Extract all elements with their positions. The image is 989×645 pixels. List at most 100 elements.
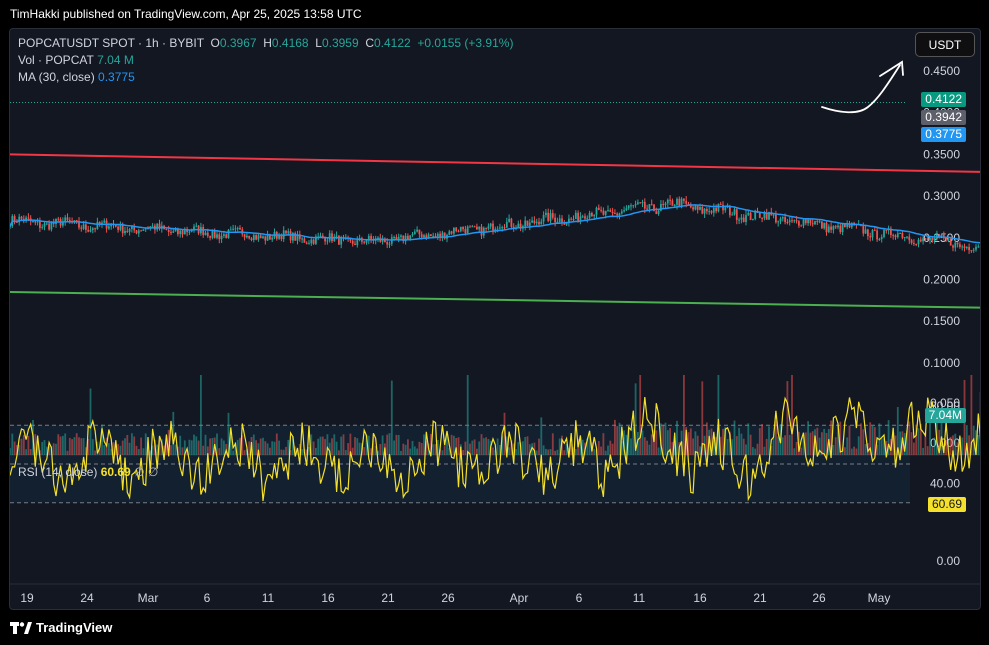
- volume-bar: [298, 443, 301, 455]
- volume-bar: [75, 433, 78, 455]
- volume-bar: [540, 417, 543, 455]
- candle: [103, 220, 106, 223]
- candle: [581, 216, 584, 218]
- candle: [505, 221, 508, 228]
- volume-bar: [377, 450, 379, 455]
- candle: [570, 218, 573, 220]
- volume-bar: [71, 439, 73, 455]
- candle: [156, 223, 159, 230]
- volume-bar: [899, 431, 901, 455]
- volume-bar: [547, 449, 550, 455]
- volume-bar: [29, 449, 32, 455]
- volume-bar: [393, 440, 395, 455]
- volume-bar: [469, 443, 471, 455]
- volume-bar: [618, 422, 621, 455]
- volume-bar: [232, 450, 234, 455]
- volume-bar: [735, 436, 738, 455]
- volume-bar: [620, 441, 623, 455]
- candle: [388, 243, 391, 245]
- volume-bar: [894, 435, 897, 455]
- volume-bar: [959, 437, 961, 455]
- candle: [50, 222, 53, 230]
- volume-bar: [788, 434, 791, 455]
- candle: [850, 222, 853, 228]
- volume-bar: [400, 450, 402, 455]
- candle: [565, 222, 568, 225]
- time-tick-label: 11: [633, 591, 646, 605]
- candle: [588, 212, 591, 218]
- candle: [167, 229, 170, 232]
- candle: [377, 237, 379, 239]
- volume-bar: [294, 446, 297, 455]
- chart-canvas[interactable]: 0.45000.40000.35000.30000.25000.20000.15…: [10, 29, 980, 609]
- volume-bar: [563, 450, 566, 455]
- volume-bar: [112, 442, 115, 455]
- volume-bar: [372, 437, 375, 455]
- volume-bar: [880, 437, 883, 455]
- candle: [839, 225, 842, 233]
- volume-bar: [641, 430, 644, 455]
- volume-bar: [22, 434, 25, 455]
- volume-bar: [379, 443, 382, 455]
- candle: [526, 220, 529, 226]
- time-tick-label: 26: [441, 591, 455, 605]
- candle: [430, 234, 432, 237]
- candle: [811, 223, 814, 225]
- volume-bar: [494, 450, 497, 455]
- candle: [333, 236, 336, 242]
- candle: [310, 239, 313, 244]
- volume-bar: [11, 433, 14, 455]
- candle: [512, 226, 515, 229]
- time-tick-label: 6: [204, 591, 211, 605]
- volume-bar: [133, 436, 136, 455]
- volume-bar: [717, 375, 720, 455]
- candle: [554, 217, 556, 223]
- candle: [121, 223, 124, 234]
- candle: [110, 223, 113, 227]
- candle: [779, 218, 782, 222]
- candle: [692, 207, 694, 210]
- candle: [165, 228, 168, 230]
- candle: [248, 235, 251, 239]
- candle: [411, 234, 414, 236]
- candle: [664, 203, 667, 205]
- candle: [699, 206, 701, 210]
- volume-bar: [114, 445, 117, 455]
- candle: [547, 212, 550, 221]
- chart-frame[interactable]: 0.45000.40000.35000.30000.25000.20000.15…: [9, 28, 981, 610]
- candle: [602, 210, 605, 215]
- volume-bar: [791, 375, 793, 455]
- volume-bar: [522, 441, 524, 455]
- candle: [864, 229, 867, 234]
- candle: [407, 235, 409, 240]
- candle: [655, 211, 658, 214]
- volume-bar: [446, 433, 448, 455]
- volume-bar: [397, 434, 400, 455]
- candle: [85, 224, 87, 230]
- volume-bar: [167, 429, 170, 455]
- volume-bar: [425, 440, 428, 455]
- candle: [724, 207, 727, 211]
- candle: [52, 222, 55, 224]
- volume-bar: [862, 429, 865, 455]
- candle: [832, 226, 835, 230]
- publish-caption: TimHakki published on TradingView.com, A…: [10, 7, 362, 21]
- candle: [579, 216, 582, 222]
- volume-bar: [968, 435, 970, 455]
- volume-bar: [756, 443, 759, 455]
- volume-bar: [722, 428, 724, 455]
- candle: [499, 227, 501, 229]
- candle: [517, 223, 520, 228]
- volume-bar: [269, 447, 271, 455]
- candle: [257, 235, 260, 240]
- volume-bar: [809, 432, 812, 455]
- candle: [18, 216, 21, 223]
- candle: [96, 221, 99, 229]
- volume-bar: [473, 439, 476, 455]
- volume-bar: [600, 446, 602, 455]
- candle: [393, 237, 395, 239]
- volume-bar: [59, 436, 62, 455]
- candle: [618, 213, 621, 216]
- candle: [873, 230, 876, 232]
- candle: [158, 223, 161, 229]
